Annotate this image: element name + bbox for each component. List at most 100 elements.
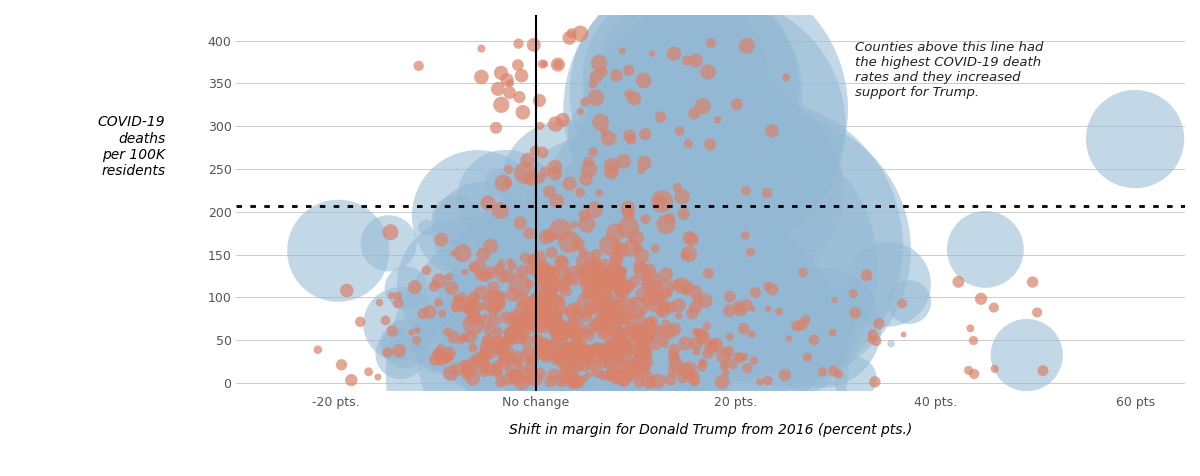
Point [464,263,484,271]
Point [578,307,598,315]
Point [596,174,616,181]
Point [582,348,601,356]
Point [587,251,606,258]
Point [746,242,766,250]
Point [613,376,632,383]
Point [516,332,535,339]
Point [668,372,688,380]
Point [672,193,691,200]
Point [562,344,581,352]
Point [542,276,562,284]
Point [634,347,653,355]
Point [511,317,530,324]
Point [583,270,602,278]
Point [656,320,676,328]
Point [593,325,612,333]
Point [490,336,509,344]
Point [654,333,673,341]
Point [389,292,408,300]
Point [538,307,557,315]
Point [667,184,686,191]
Point [533,307,552,315]
Point [542,307,562,314]
Point [587,344,606,351]
Point [776,74,796,81]
Point [494,359,514,367]
Point [560,350,580,357]
Point [686,328,706,336]
Point [1033,367,1052,375]
Point [506,312,526,320]
Point [772,316,791,323]
Point [824,297,844,304]
Point [547,319,566,327]
Point [612,329,631,337]
Point [560,287,580,295]
Point [475,352,494,359]
Point [472,289,491,297]
Point [823,329,842,337]
Point [611,283,630,291]
Point [646,127,665,134]
Point [499,336,518,344]
Point [686,339,706,347]
Point [474,303,493,310]
Point [562,310,581,318]
Point [715,364,734,372]
Point [737,187,756,195]
Point [438,327,457,335]
Point [474,361,493,368]
Point [626,259,646,267]
Point [734,353,754,361]
Point [506,347,526,355]
Point [485,337,504,344]
Point [526,147,545,155]
Point [640,266,659,274]
Point [624,327,643,335]
Point [570,188,589,196]
Point [522,367,541,375]
Point [742,330,761,338]
Point [466,314,485,321]
Point [546,315,565,322]
Point [502,356,521,363]
Point [616,327,635,334]
Point [556,329,575,337]
Point [536,268,556,275]
Point [517,274,536,282]
Point [545,170,564,178]
Point [562,367,581,375]
Point [612,340,631,348]
Point [740,248,760,256]
Point [588,298,607,306]
Point [642,328,661,336]
Point [610,276,629,284]
Point [472,45,491,52]
Point [464,320,484,328]
Point [650,264,670,272]
Point [602,169,622,176]
Point [533,269,552,277]
Point [562,30,581,37]
Point [481,242,500,250]
Point [638,376,658,383]
Point [607,369,626,377]
Point [446,366,466,373]
Point [553,116,572,124]
Point [588,312,607,320]
Point [606,344,625,351]
Point [494,351,514,358]
Point [528,311,547,319]
Point [540,320,559,327]
Point [496,277,515,284]
Point [512,337,532,345]
Point [708,116,727,123]
Point [863,331,882,338]
Point [548,244,568,252]
Point [556,374,575,382]
Point [468,212,487,220]
Point [607,321,626,329]
Point [593,331,612,338]
Point [497,348,516,356]
Point [580,350,599,358]
